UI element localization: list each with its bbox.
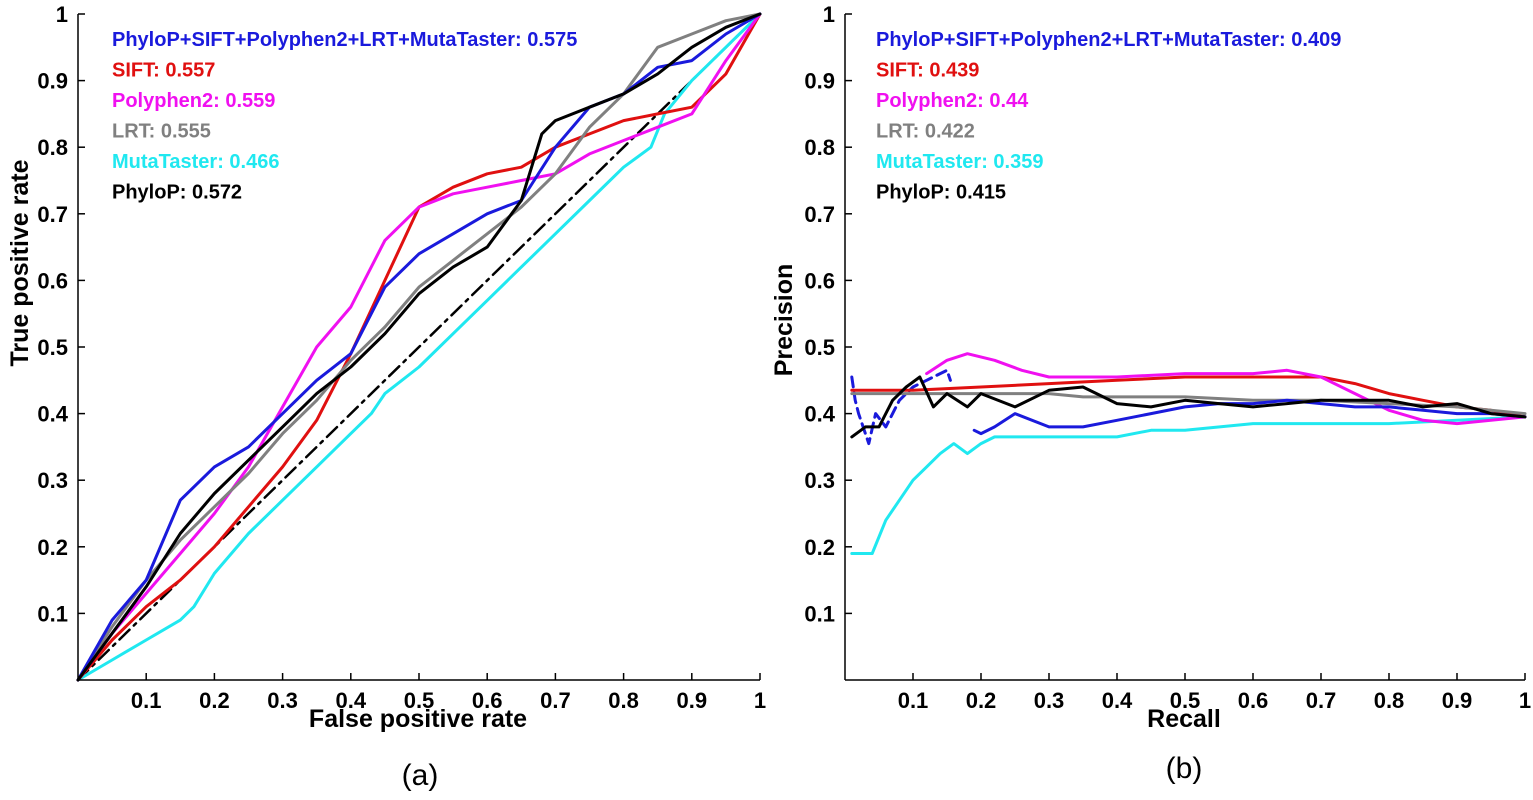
panel-b-curves: [850, 352, 1527, 555]
panel-a-x-tick-label: 1: [754, 688, 766, 713]
panel-b-legend: PhyloP+SIFT+Polyphen2+LRT+MutaTaster: 0.…: [876, 29, 1341, 204]
panel-b-y-tick-label: 0.6: [804, 268, 835, 293]
panel-b-x-tick-label: 1: [1519, 688, 1531, 713]
panel-b-precision-recall-chart: 0.1 0.2 0.3 0.4 0.5 0.6 0.7 0.8 0.9 1 0.1 0.2 0.3 0.4…: [770, 2, 1531, 785]
panel-b-axes: [844, 13, 1526, 681]
panel-b-x-tick-label: 0.8: [1374, 688, 1405, 713]
panel-a-legend: PhyloP+SIFT+Polyphen2+LRT+MutaTaster: 0.…: [112, 29, 577, 204]
panel-b-x-tick-label: 0.7: [1306, 688, 1337, 713]
panel-a-y-tick-label: 0.2: [37, 535, 68, 560]
panel-a-y-axis-label: True positive rate: [6, 159, 34, 366]
panel-a-roc-chart: 0.1 0.2 0.3 0.4 0.5 0.6 0.7 0.8 0.9 1 0.1 0.2 0.3 0.4…: [6, 2, 766, 792]
panel-b-legend-entry: PhyloP+SIFT+Polyphen2+LRT+MutaTaster: 0.…: [876, 29, 1341, 51]
panel-a-x-tick-label: 0.6: [472, 688, 503, 713]
panel-a-series-line-6: [76, 12, 762, 682]
panel-a-y-tick-label: 1: [56, 2, 68, 27]
panel-b-legend-entry: Polyphen2: 0.44: [876, 90, 1029, 112]
panel-b-ticks: 0.1 0.2 0.3 0.4 0.5 0.6 0.7 0.8 0.9 1 0.1 0.2 0.3 0.4…: [804, 2, 1531, 713]
panel-b-x-tick-label: 0.4: [1102, 688, 1133, 713]
panel-a-legend-entry: PhyloP+SIFT+Polyphen2+LRT+MutaTaster: 0.…: [112, 29, 577, 51]
panel-b-legend-entry: SIFT: 0.439: [876, 60, 979, 82]
panel-b-x-tick-label: 0.3: [1034, 688, 1065, 713]
panel-b-y-tick-label: 0.5: [804, 335, 835, 360]
panel-a-y-tick-label: 0.4: [37, 402, 68, 427]
panel-b-x-tick-label: 0.1: [898, 688, 929, 713]
panel-b-x-tick-label: 0.6: [1238, 688, 1269, 713]
panel-a-curves: [76, 12, 762, 682]
panel-b-legend-entry: MutaTaster: 0.359: [876, 151, 1043, 173]
panel-a-series-line-4: [76, 12, 762, 682]
panel-b-legend-entry: PhyloP: 0.415: [876, 182, 1006, 204]
panel-b-y-tick-label: 0.3: [804, 468, 835, 493]
panel-a-axes: [77, 13, 761, 681]
panel-b-legend-entry: LRT: 0.422: [876, 121, 975, 143]
panel-a-y-tick-label: 0.7: [37, 202, 68, 227]
panel-a-y-tick-label: 0.1: [37, 601, 68, 626]
panel-a-y-tick-label: 0.3: [37, 468, 68, 493]
panel-a-series-line-5: [76, 12, 762, 682]
panel-a-series-line-3: [76, 12, 762, 682]
panel-a-x-axis-label: False positive rate: [309, 705, 527, 733]
panel-b-y-tick-label: 0.8: [804, 135, 835, 160]
panel-a-caption: (a): [402, 759, 439, 792]
panel-a-legend-entry: SIFT: 0.557: [112, 60, 215, 82]
panel-b-series-line-6: [850, 375, 1527, 439]
panel-a-x-tick-label: 0.7: [540, 688, 571, 713]
panel-b-y-tick-label: 0.7: [804, 202, 835, 227]
panel-a-x-tick-label: 0.4: [336, 688, 367, 713]
panel-a-legend-entry: Polyphen2: 0.559: [112, 90, 275, 112]
panel-a-x-tick-label: 0.8: [608, 688, 639, 713]
panel-b-x-tick-label: 0.9: [1442, 688, 1473, 713]
panel-b-series-line-0: [850, 368, 952, 446]
panel-b-caption: (b): [1166, 752, 1203, 785]
panel-b-y-tick-label: 0.1: [804, 601, 835, 626]
panel-a-x-tick-label: 0.9: [677, 688, 708, 713]
panel-a-y-tick-label: 0.6: [37, 268, 68, 293]
panel-a-legend-entry: LRT: 0.555: [112, 121, 211, 143]
panel-b-y-tick-label: 0.4: [804, 402, 835, 427]
panel-b-series-line-3: [925, 352, 1527, 426]
panel-b-x-axis-label: Recall: [1147, 705, 1221, 733]
panel-a-x-tick-label: 0.1: [131, 688, 162, 713]
panel-a-x-tick-label: 0.5: [404, 688, 435, 713]
panel-a-x-tick-label: 0.2: [199, 688, 230, 713]
panel-b-y-tick-label: 0.2: [804, 535, 835, 560]
panel-a-ticks: 0.1 0.2 0.3 0.4 0.5 0.6 0.7 0.8 0.9 1 0.1 0.2 0.3 0.4…: [37, 2, 766, 713]
panel-a-legend-entry: PhyloP: 0.572: [112, 182, 242, 204]
panel-b-series-line-1: [850, 415, 1527, 555]
panel-b-y-tick-label: 1: [823, 2, 835, 27]
panel-a-y-tick-label: 0.9: [37, 69, 68, 94]
panel-b-series-line-4: [850, 392, 1527, 416]
panel-a-legend-entry: MutaTaster: 0.466: [112, 151, 279, 173]
panel-b-y-tick-label: 0.9: [804, 69, 835, 94]
panel-a-x-tick-label: 0.3: [267, 688, 298, 713]
panel-b-x-tick-label: 0.2: [966, 688, 997, 713]
panel-a-y-tick-label: 0.8: [37, 135, 68, 160]
panel-a-y-tick-label: 0.5: [37, 335, 68, 360]
panel-b-y-axis-label: Precision: [770, 264, 798, 377]
panel-b-x-tick-label: 0.5: [1170, 688, 1201, 713]
